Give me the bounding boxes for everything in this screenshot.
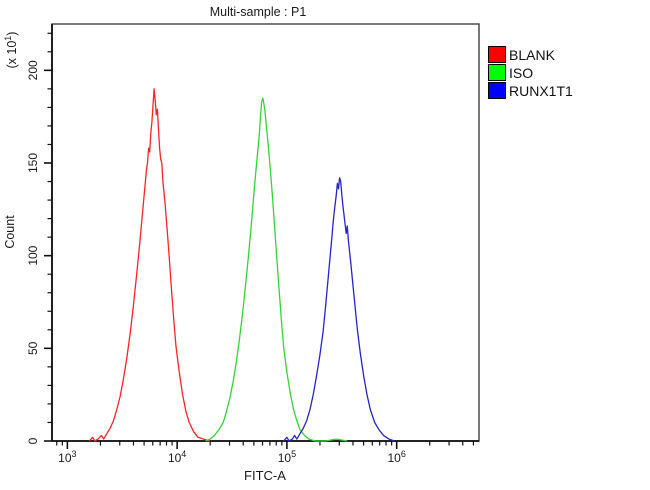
x-tick-label: 103	[58, 449, 76, 465]
y-axis-unit-label: (x 101)	[3, 32, 19, 69]
legend: BLANK ISO RUNX1T1	[488, 46, 573, 100]
legend-row-iso: ISO	[488, 64, 573, 81]
legend-row-runx1t1: RUNX1T1	[488, 82, 573, 99]
curve-runx1t1	[283, 177, 395, 442]
y-tick-label: 0	[26, 437, 40, 444]
curve-blank	[88, 88, 211, 442]
y-axis-label: Count	[3, 215, 17, 249]
y-tick-label: 150	[26, 153, 40, 173]
legend-label-iso: ISO	[509, 64, 534, 81]
curves-layer	[88, 88, 395, 442]
y-tick-label: 200	[26, 60, 40, 80]
plot-frame	[51, 23, 480, 442]
x-tick-label: 105	[278, 449, 296, 465]
legend-row-blank: BLANK	[488, 46, 573, 63]
curve-iso	[205, 97, 348, 442]
legend-swatch-iso	[488, 64, 506, 81]
y-tick-label: 100	[26, 245, 40, 265]
legend-swatch-runx1t1	[488, 82, 506, 99]
x-tick-label: 104	[168, 449, 186, 465]
legend-label-runx1t1: RUNX1T1	[509, 82, 573, 99]
chart-title: Multi-sample : P1	[210, 5, 307, 19]
y-tick-label: 50	[26, 341, 40, 355]
legend-swatch-blank	[488, 46, 506, 63]
axes-layer: 103 104 105 106 0 50 100 150 200 (x 101)	[3, 23, 480, 465]
legend-label-blank: BLANK	[509, 46, 555, 63]
x-tick-label: 106	[387, 449, 405, 465]
x-axis-label: FITC-A	[244, 468, 286, 483]
